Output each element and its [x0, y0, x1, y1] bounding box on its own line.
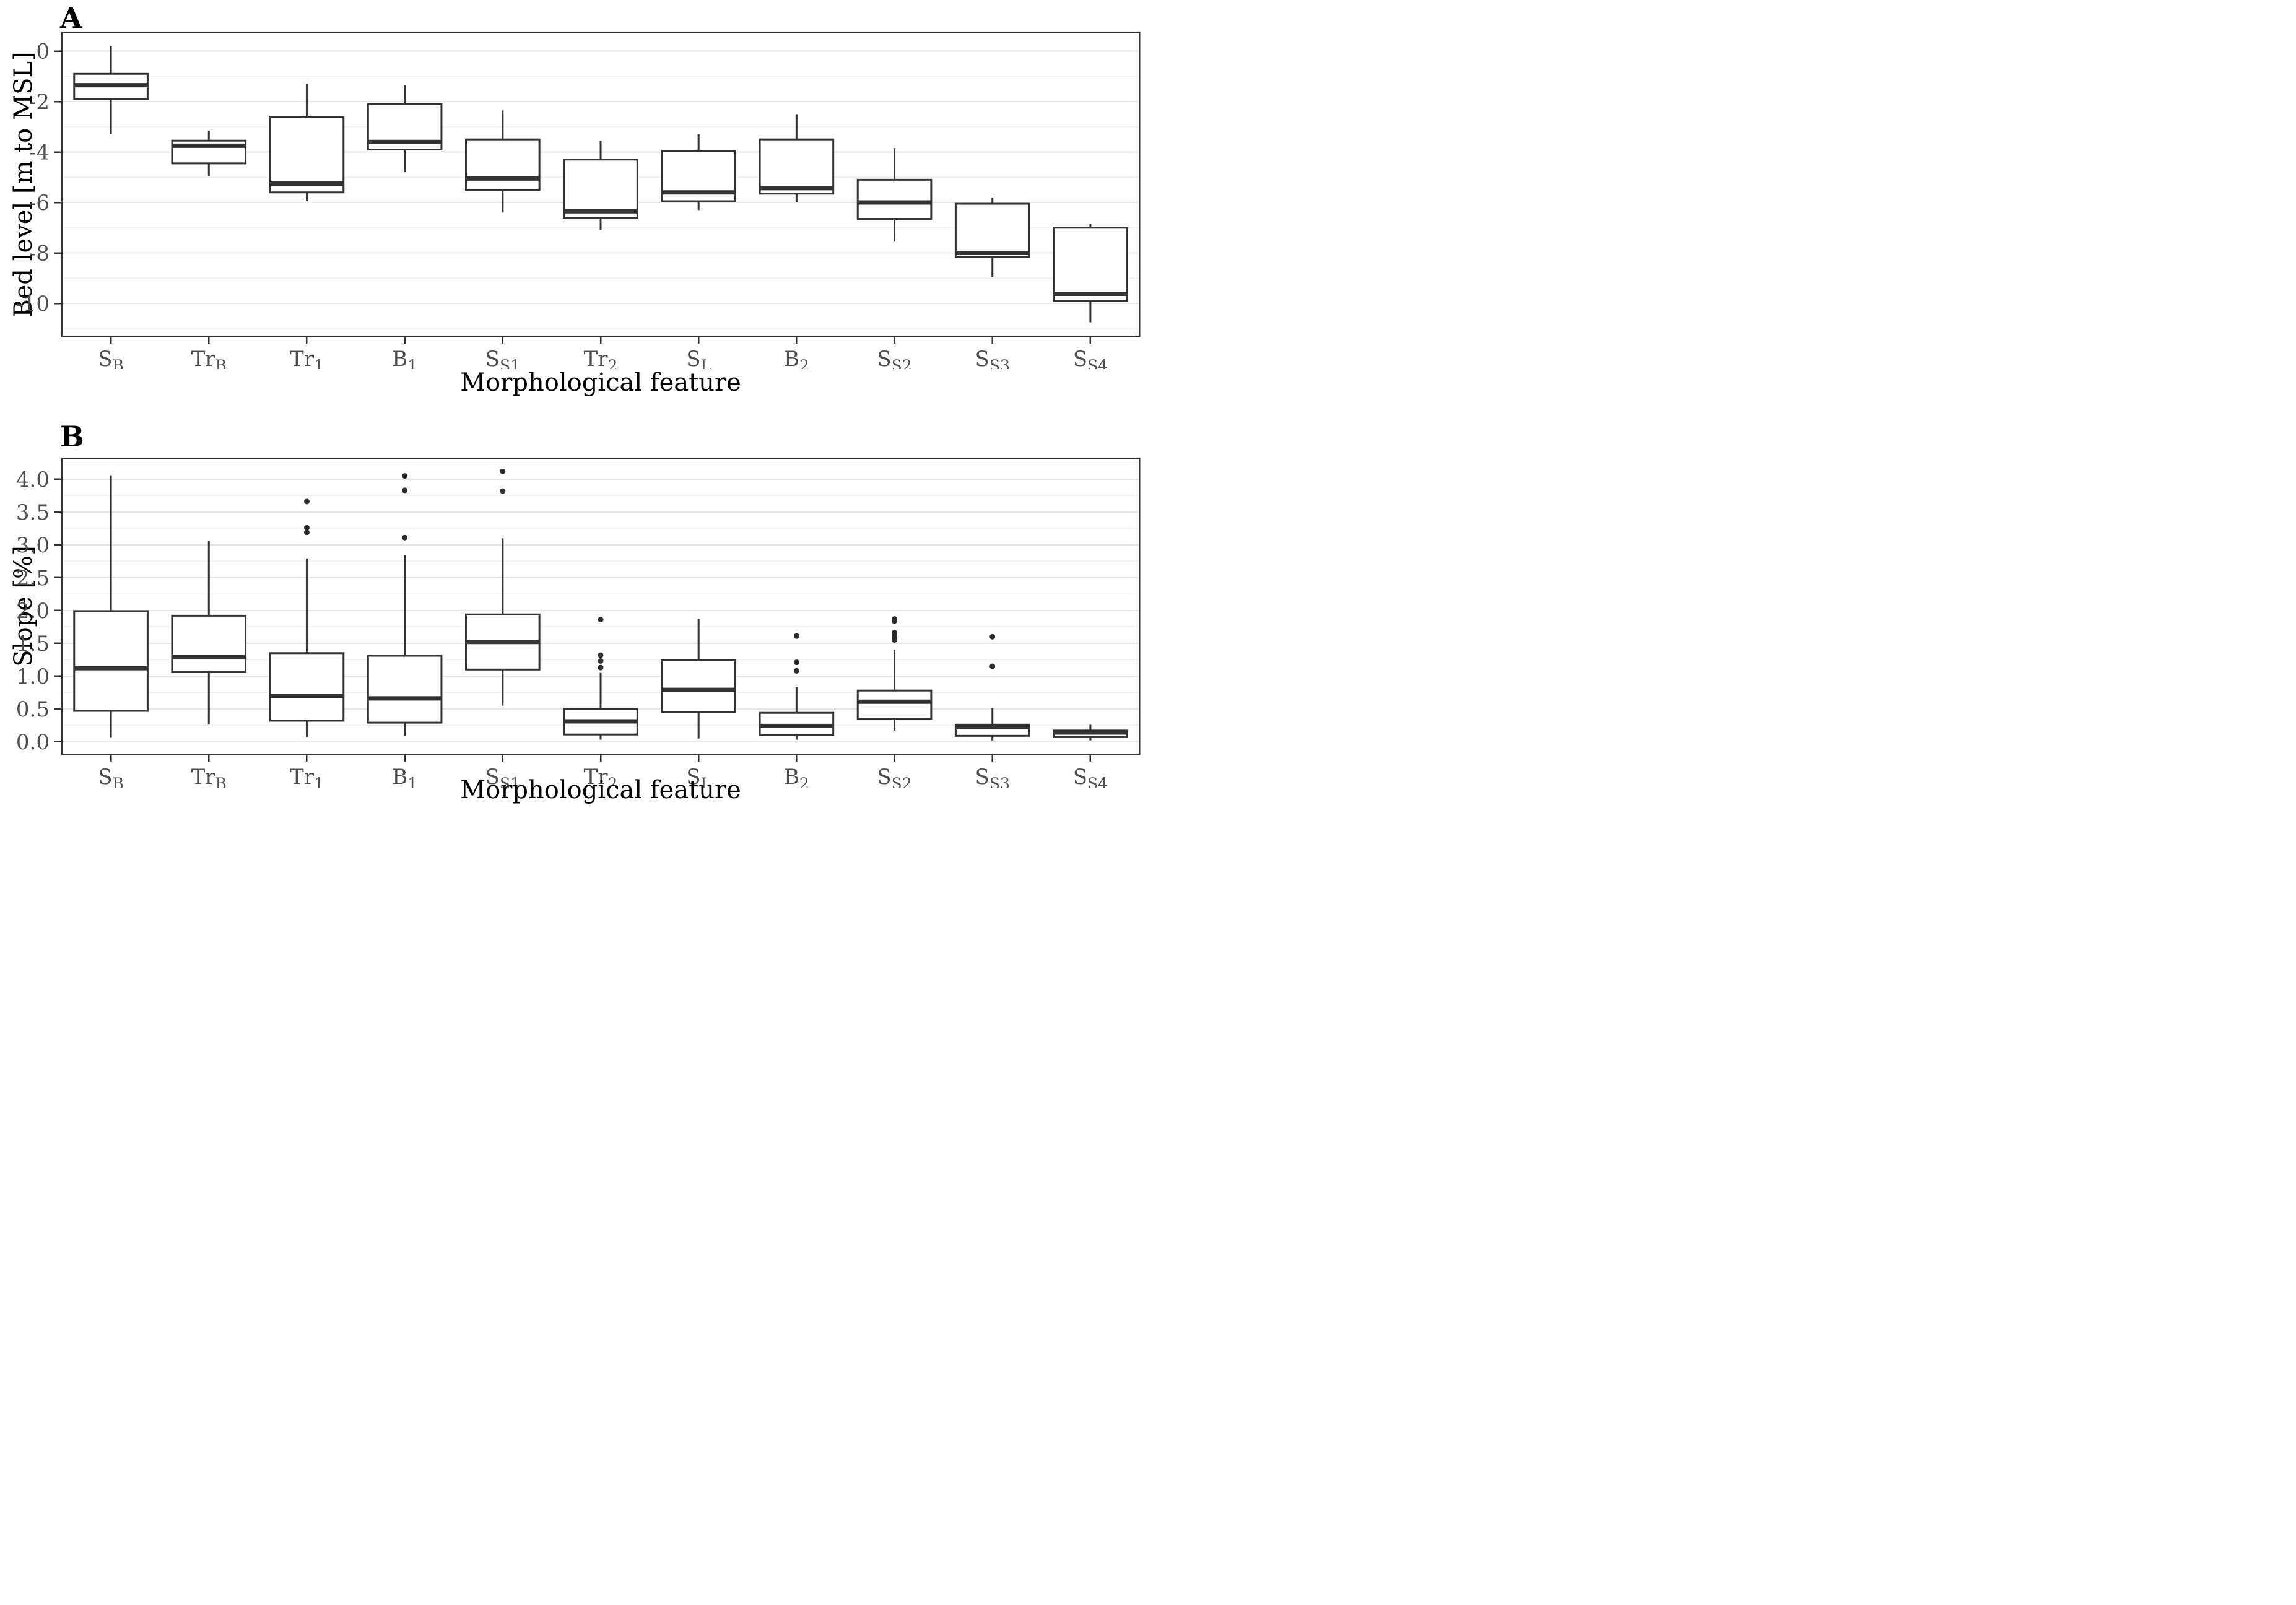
x-category-label: SS2: [877, 347, 911, 369]
x-category-label: Tr1: [290, 347, 324, 369]
box-iqr: [73, 610, 149, 712]
box-iqr: [269, 652, 345, 722]
y-tick-label: -8: [29, 241, 50, 266]
y-tick-label: 0.5: [16, 697, 50, 722]
x-category-label: TrB: [191, 765, 227, 788]
x-category-label: SS1: [485, 347, 520, 369]
y-tick-label: 0.0: [16, 730, 50, 755]
y-tick-label: 2.0: [16, 599, 50, 624]
x-category-label: SS4: [1073, 347, 1108, 369]
y-tick-label: -10: [15, 292, 50, 316]
outlier-point: [303, 529, 310, 536]
y-tick-label: 3.5: [16, 500, 50, 525]
x-category-label: SL: [686, 765, 711, 788]
outlier-point: [303, 524, 310, 531]
box-iqr: [269, 116, 345, 194]
x-category-label: TrB: [191, 347, 227, 369]
outlier-point: [892, 616, 898, 622]
panel-a-letter: A: [60, 1, 82, 35]
outlier-point: [892, 633, 898, 640]
box-iqr: [856, 689, 933, 720]
y-tick-label: -2: [29, 90, 50, 115]
outlier-point: [793, 659, 799, 666]
box-iqr: [954, 202, 1030, 258]
box-iqr: [367, 655, 443, 724]
y-tick-label: 3.0: [16, 533, 50, 558]
x-category-label: B1: [392, 765, 417, 788]
box-iqr: [856, 178, 933, 220]
outlier-point: [598, 658, 604, 664]
panel-a-x-axis-title: Morphological feature: [460, 368, 741, 397]
x-category-label: B1: [392, 347, 417, 369]
x-category-label: SS4: [1073, 765, 1108, 788]
outlier-point: [989, 663, 996, 669]
outlier-point: [402, 487, 408, 494]
outlier-point: [793, 668, 799, 674]
x-category-label: SB: [98, 765, 124, 788]
panel-a-plot-area: 0 -2 -4 -6 -8 -10 SB TrB Tr1 B1 SS1 Tr2 SL B2 SS2 SS3 SS…: [15, 31, 1141, 369]
y-tick-label: 0: [36, 39, 50, 64]
outlier-point: [402, 473, 408, 479]
outlier-point: [598, 617, 604, 623]
x-category-label: SS3: [975, 347, 1010, 369]
outlier-point: [500, 488, 506, 494]
x-category-label: SL: [686, 347, 711, 369]
outlier-point: [303, 498, 310, 505]
y-tick-label: -6: [29, 191, 50, 215]
y-tick-label: 1.5: [16, 632, 50, 656]
outlier-point: [500, 468, 506, 474]
x-category-label: SB: [98, 347, 124, 369]
outlier-point: [598, 664, 604, 671]
panel-b-x-axis-title: Morphological feature: [460, 776, 741, 804]
box-iqr: [661, 659, 737, 713]
panel-b-letter: B: [60, 420, 84, 453]
outlier-point: [598, 652, 604, 658]
x-category-label: B2: [784, 765, 809, 788]
y-tick-label: -4: [29, 140, 50, 165]
x-category-label: Tr2: [584, 347, 618, 369]
outlier-point: [793, 633, 799, 639]
y-tick-label: 2.5: [16, 566, 50, 591]
box-iqr: [563, 159, 638, 219]
box-iqr: [1053, 227, 1128, 302]
x-category-label: SS3: [975, 765, 1010, 788]
outlier-point: [989, 633, 996, 640]
x-category-label: SS1: [485, 765, 520, 788]
y-tick-label: 1.0: [16, 664, 50, 689]
x-category-label: SS2: [877, 765, 911, 788]
outlier-point: [402, 534, 408, 541]
box-iqr: [171, 614, 247, 674]
box-iqr: [465, 138, 541, 191]
outlier-point: [892, 630, 898, 636]
panel-b-plot-area: 0.0 0.5 1.0 1.5 2.0 2.5 3.0 3.5 4.0 SB TrB Tr1 B1 SS1…: [16, 457, 1141, 788]
y-tick-label: 4.0: [16, 468, 50, 492]
box-iqr: [759, 138, 835, 195]
x-category-label: Tr2: [584, 765, 618, 788]
x-category-label: B2: [784, 347, 809, 369]
x-category-label: Tr1: [290, 765, 324, 788]
